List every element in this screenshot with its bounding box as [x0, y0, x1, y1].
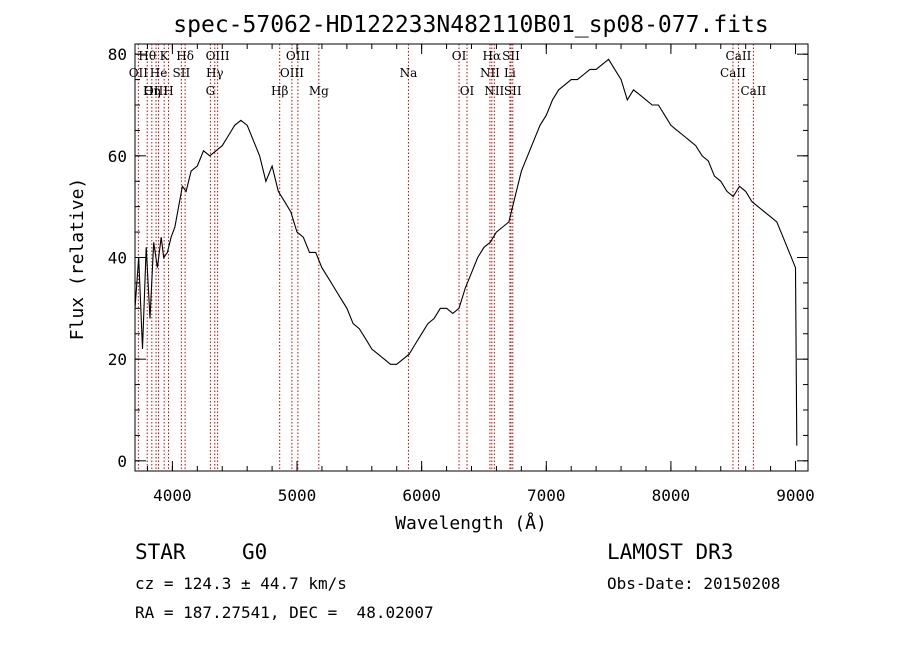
observation-date: Obs-Date: 20150208 [607, 574, 781, 593]
line-marker-label: SII [502, 49, 520, 63]
x-tick-label: 4000 [153, 486, 192, 505]
x-tick-label: 7000 [527, 486, 566, 505]
redshift-velocity: cz = 124.3 ± 44.7 km/s [135, 574, 347, 593]
line-marker-label: Hβ [271, 84, 288, 98]
line-marker-label: He [150, 66, 168, 80]
line-marker-label: SII [173, 66, 191, 80]
axis-ticks [135, 44, 808, 471]
line-marker-label: K [160, 49, 170, 63]
line-marker-label: Hθ [138, 49, 156, 63]
line-marker-label: CaII [720, 66, 746, 80]
plot-frame [134, 43, 809, 472]
coordinates: RA = 187.27541, DEC = 48.02007 [135, 603, 434, 622]
line-marker-label: Mg [309, 84, 329, 98]
line-marker-label: G [206, 84, 216, 98]
line-marker-label: NII [480, 66, 500, 80]
line-marker-labels: Hθ OII OIII K H He SII Hη Hδ OIII Hγ G Hβ OIII OIII Mg N… [129, 49, 767, 98]
line-marker-label: Hη [143, 84, 161, 98]
y-axis-label: Flux (relative) [67, 178, 88, 341]
y-tick-label: 60 [108, 147, 127, 166]
line-marker-label: OIII [144, 84, 168, 98]
line-marker-label: Na [400, 66, 418, 80]
line-marker-label: OIII [286, 49, 310, 63]
line-marker-label: NII [484, 84, 504, 98]
x-tick-label: 8000 [652, 486, 691, 505]
spectrum-line [134, 58, 798, 446]
line-marker-label: OI [452, 49, 467, 63]
line-marker-label: Hγ [206, 66, 224, 80]
axis-tick-labels: 4000 5000 6000 7000 8000 9000 0 20 40 60 80 [108, 45, 815, 505]
survey-name: LAMOST DR3 [607, 540, 734, 564]
x-tick-label: 6000 [402, 486, 441, 505]
line-marker-label: OI [460, 84, 475, 98]
y-tick-label: 40 [108, 249, 127, 268]
line-marker-label: OIII [280, 66, 304, 80]
line-marker-label: Hδ [176, 49, 194, 63]
x-tick-label: 5000 [278, 486, 317, 505]
y-tick-label: 0 [117, 452, 127, 471]
line-marker-label: Hα [483, 49, 502, 63]
spectral-subclass: G0 [242, 540, 268, 564]
line-marker-label: H [163, 84, 173, 98]
line-marker-label: OII [129, 66, 149, 80]
line-marker-label: SII [504, 84, 522, 98]
y-tick-label: 20 [108, 350, 127, 369]
object-type: STAR [135, 540, 186, 564]
line-marker-label: CaII [726, 49, 752, 63]
line-marker-label: OIII [206, 49, 230, 63]
line-marker-label: CaII [740, 84, 766, 98]
y-tick-label: 80 [108, 45, 127, 64]
x-tick-label: 9000 [776, 486, 815, 505]
x-axis-label: Wavelength (Å) [395, 512, 547, 534]
line-marker-label: Li [504, 66, 516, 80]
line-markers [137, 44, 754, 471]
chart-title: spec-57062-HD122233N482110B01_sp08-077.f… [173, 12, 768, 38]
